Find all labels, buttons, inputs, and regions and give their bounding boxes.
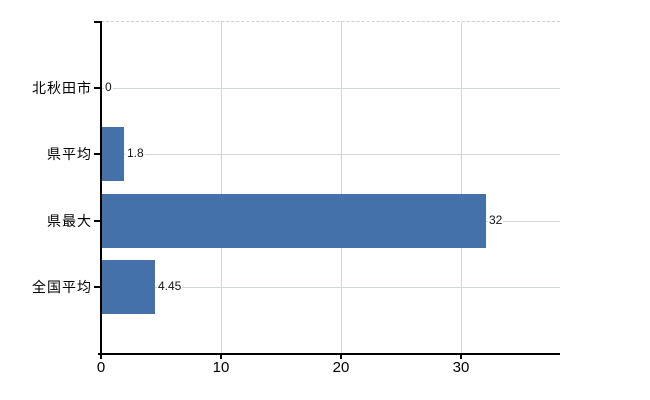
vertical-gridline (461, 22, 462, 353)
x-axis-line (98, 353, 560, 355)
bar (102, 260, 155, 314)
y-axis-tick-mark (94, 153, 101, 155)
bar (102, 127, 124, 181)
row-gridline (101, 88, 560, 89)
category-label: 全国平均 (32, 279, 92, 295)
y-axis-tick-mark (94, 87, 101, 89)
y-axis-tick-mark (94, 220, 101, 222)
x-axis-tick-mark (460, 355, 462, 359)
x-axis-tick-label: 20 (332, 359, 350, 376)
y-axis-tick-mark (94, 286, 101, 288)
bar (102, 194, 486, 248)
bar-value-label: 32 (488, 213, 504, 227)
plot-top-border (101, 21, 560, 22)
y-axis-top-tick (94, 21, 101, 23)
category-label: 北秋田市 (32, 80, 92, 96)
x-axis-tick-label: 10 (212, 359, 230, 376)
vertical-gridline (341, 22, 342, 353)
category-label: 県最大 (47, 213, 92, 229)
x-axis-tick-label: 30 (452, 359, 470, 376)
category-label: 県平均 (47, 146, 92, 162)
x-axis-tick-mark (100, 355, 102, 359)
bar-value-label: 1.8 (126, 146, 145, 160)
x-axis-tick-mark (220, 355, 222, 359)
row-gridline (101, 287, 560, 288)
y-axis-line (100, 21, 102, 355)
x-axis-tick-mark (340, 355, 342, 359)
bar-value-label: 4.45 (157, 279, 183, 293)
x-axis-tick-label: 0 (96, 359, 106, 376)
row-gridline (101, 154, 560, 155)
vertical-gridline (221, 22, 222, 353)
bar-value-label: 0 (104, 80, 113, 94)
